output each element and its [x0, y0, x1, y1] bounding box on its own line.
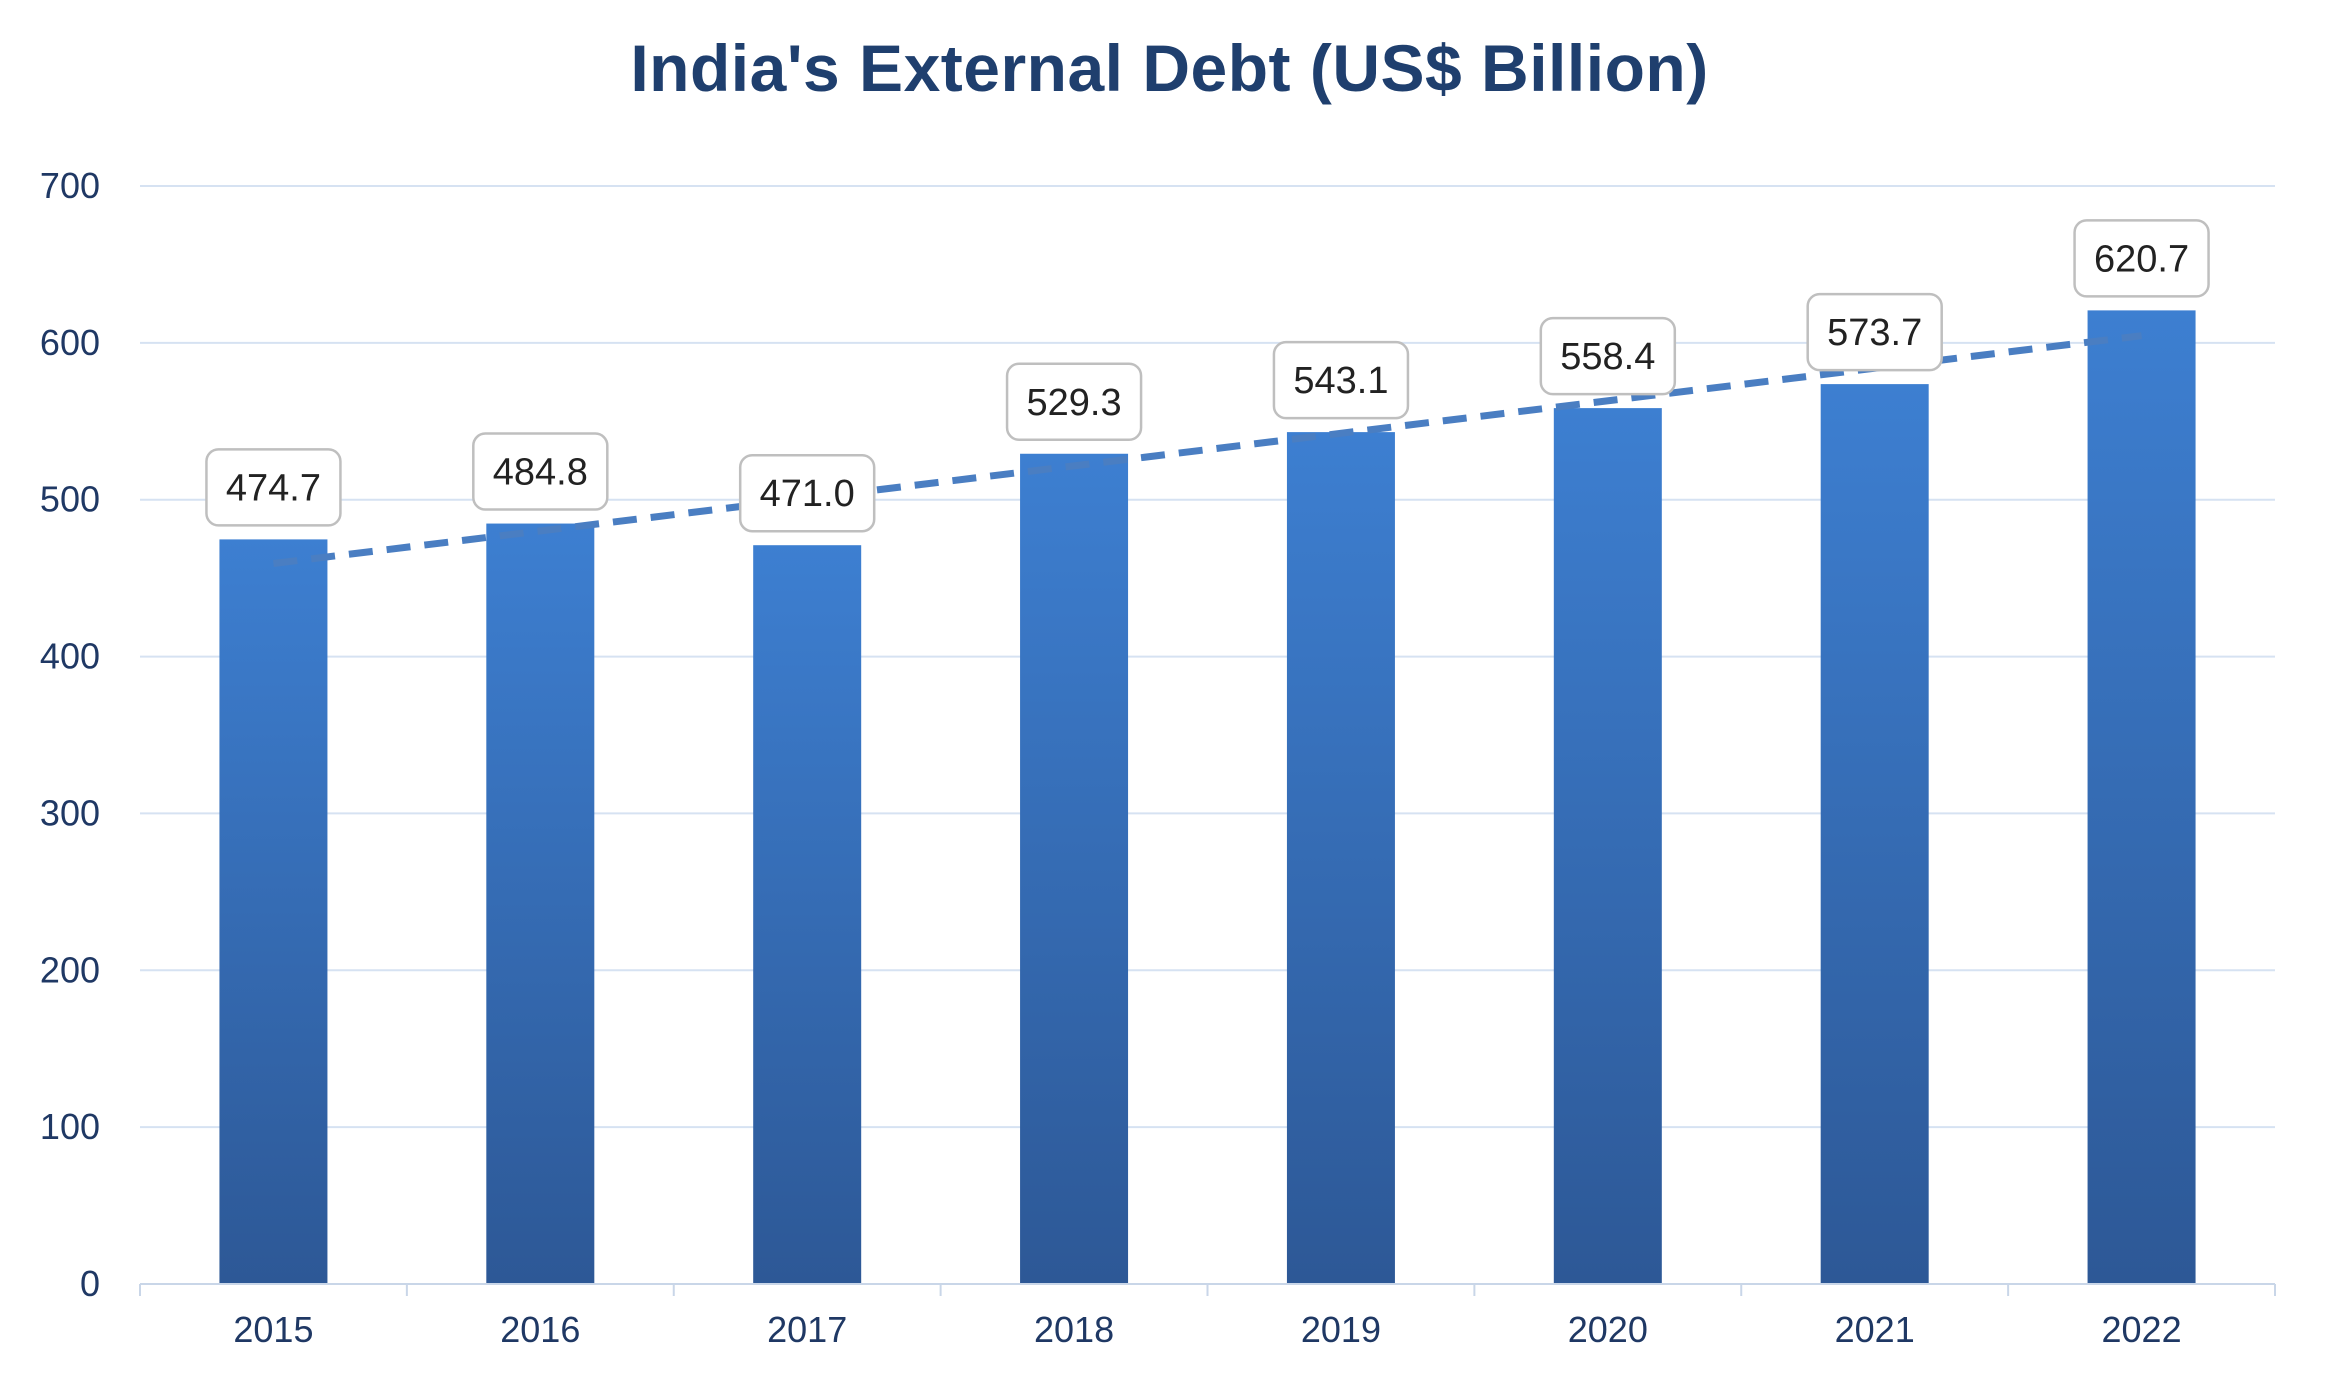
- data-label-box: [738, 453, 876, 533]
- data-label: 471.0: [760, 473, 855, 515]
- bar: [753, 545, 862, 1284]
- data-label: 620.7: [2094, 238, 2189, 280]
- data-label-box: [205, 448, 342, 527]
- bar: [1553, 408, 1662, 1284]
- data-label: 529.3: [1027, 382, 1122, 424]
- y-tick-label: 500: [40, 479, 100, 520]
- x-tick-label: 2018: [1034, 1309, 1114, 1350]
- y-tick-label: 600: [40, 322, 100, 363]
- data-label-box: [1539, 316, 1677, 396]
- data-label-box: [1806, 292, 1943, 372]
- trendline-layer: [273, 332, 2142, 567]
- bar: [1286, 432, 1395, 1284]
- data-label-box: [1005, 362, 1143, 442]
- data-label: 474.7: [226, 467, 321, 509]
- y-tick-label: 700: [40, 165, 100, 206]
- x-tick-label: 2016: [500, 1309, 580, 1350]
- x-tick-label: 2021: [1835, 1309, 1915, 1350]
- bar: [1820, 384, 1929, 1284]
- data-label-box: [2073, 219, 2210, 298]
- chart-title: India's External Debt (US$ Billion): [630, 31, 1709, 105]
- data-label-box: [1272, 340, 1410, 420]
- bar: [1020, 453, 1129, 1285]
- axes: 0 100 200 300 400 500 600 700 2015 2016 2017 2018 20…: [40, 165, 2276, 1350]
- bar: [486, 523, 595, 1284]
- data-label: 543.1: [1293, 360, 1388, 402]
- y-tick-label: 100: [40, 1106, 100, 1147]
- data-label: 573.7: [1827, 312, 1922, 354]
- bar: [219, 539, 328, 1284]
- data-label: 484.8: [493, 452, 588, 494]
- y-tick-label: 400: [40, 636, 100, 677]
- bar: [2087, 310, 2196, 1285]
- data-labels: 474.7 484.8 471.0 529.3 543.1 558.4 573.7 620.7: [205, 219, 2210, 533]
- gridlines: [140, 185, 2275, 1129]
- data-label: 558.4: [1560, 336, 1655, 378]
- bars: [219, 310, 2196, 1285]
- x-tick-label: 2017: [767, 1309, 847, 1350]
- y-tick-label: 300: [40, 792, 100, 833]
- x-tick-label: 2015: [233, 1309, 313, 1350]
- data-label-box: [472, 432, 609, 511]
- trendline: [273, 332, 2142, 567]
- y-tick-label: 0: [80, 1263, 100, 1304]
- y-tick-label: 200: [40, 949, 100, 990]
- x-tick-label: 2020: [1568, 1309, 1648, 1350]
- x-tick-label: 2022: [2102, 1309, 2182, 1350]
- x-tick-label: 2019: [1301, 1309, 1381, 1350]
